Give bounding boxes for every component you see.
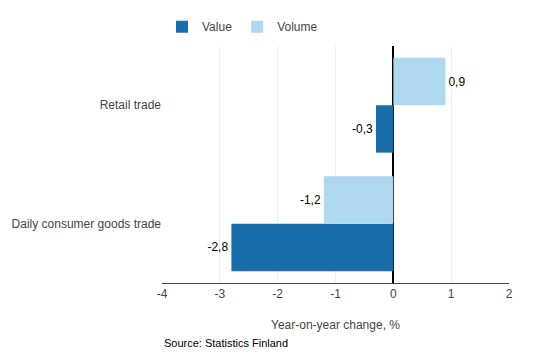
svg-text:0,9: 0,9	[448, 75, 465, 89]
svg-text:-4: -4	[157, 287, 168, 301]
svg-text:-1: -1	[330, 287, 341, 301]
svg-text:-2: -2	[272, 287, 283, 301]
svg-text:Year-on-year change, %: Year-on-year change, %	[271, 318, 400, 332]
svg-text:-2,8: -2,8	[207, 240, 228, 254]
svg-text:0: 0	[390, 287, 397, 301]
svg-text:-1,2: -1,2	[300, 193, 321, 207]
svg-text:Source: Statistics Finland: Source: Statistics Finland	[164, 337, 288, 349]
svg-text:Retail trade: Retail trade	[100, 98, 162, 112]
svg-text:1: 1	[448, 287, 455, 301]
svg-text:-0,3: -0,3	[352, 122, 373, 136]
svg-text:-3: -3	[214, 287, 225, 301]
svg-text:Value: Value	[202, 20, 232, 34]
svg-text:Daily consumer goods trade: Daily consumer goods trade	[12, 217, 162, 231]
svg-text:2: 2	[506, 287, 513, 301]
svg-text:Volume: Volume	[277, 20, 317, 34]
